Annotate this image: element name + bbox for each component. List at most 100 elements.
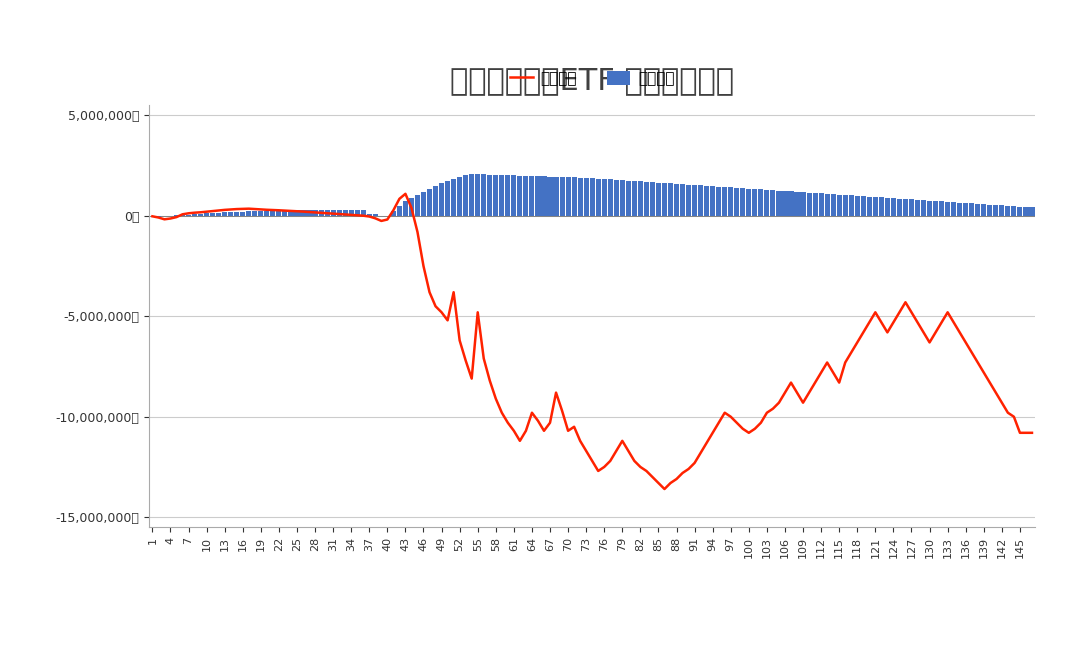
Bar [614,180,619,216]
Bar [234,212,239,216]
Bar [240,212,245,216]
Bar [625,181,631,216]
Bar [488,175,492,216]
Bar [228,212,234,216]
Bar [734,188,739,216]
Bar [692,185,697,216]
Bar [265,211,270,216]
Bar [927,200,933,216]
Bar [795,192,799,216]
評価損益 [146,212,159,220]
Bar [541,177,546,216]
評価損益 [399,190,412,198]
Bar [662,183,667,216]
Bar [711,186,715,216]
Bar [1005,206,1010,216]
Bar [752,189,758,216]
Bar [572,177,576,216]
Bar [481,174,487,216]
Bar [807,192,812,216]
Bar [180,215,185,216]
Bar [469,174,474,216]
Bar [993,205,999,216]
Bar [987,205,992,216]
Bar [861,196,865,216]
Bar [354,210,360,216]
Bar [313,210,318,216]
Bar [457,177,462,216]
Bar [740,188,746,216]
Bar [554,177,559,216]
Bar [897,198,902,216]
Bar [506,175,510,216]
Bar [1023,207,1029,216]
Bar [879,198,883,216]
評価損益 [850,339,863,347]
Bar [397,206,402,216]
Bar [1000,206,1004,216]
Bar [523,176,528,216]
Bar [403,201,408,216]
Bar [830,194,835,216]
Bar [319,210,323,216]
Bar [270,211,275,216]
Bar [595,179,601,216]
Bar [301,210,305,216]
Bar [192,214,197,216]
Bar [777,190,781,216]
Bar [217,213,221,216]
Bar [246,212,252,216]
Bar [704,186,710,216]
Bar [324,210,330,216]
Bar [584,178,589,216]
Bar [770,190,776,216]
Bar [848,196,854,216]
Bar [837,194,842,216]
Bar [391,211,396,216]
Bar [764,190,769,216]
Bar [969,204,974,216]
Bar [680,184,685,216]
Bar [475,174,480,216]
Bar [620,180,625,216]
評価損益 [658,485,671,493]
Bar [921,200,926,216]
評価損益 [766,405,779,413]
Bar [933,201,938,216]
Bar [343,210,348,216]
Bar [499,175,505,216]
Bar [885,198,890,216]
Bar [283,210,287,216]
Line: 評価損益: 評価損益 [153,194,1032,489]
Bar [222,212,227,216]
Bar [415,195,420,216]
Bar [656,183,662,216]
Bar [1017,207,1022,216]
Bar [818,193,824,216]
Bar [433,186,439,216]
Bar [638,181,643,216]
Bar [517,175,523,216]
Bar [650,182,655,216]
Bar [975,204,981,216]
Bar [198,214,203,216]
Bar [800,192,806,216]
Bar [511,175,516,216]
Bar [722,187,728,216]
Bar [608,179,612,216]
Bar [957,203,962,216]
Title: トライオートETF 週別運用実績: トライオートETF 週別運用実績 [450,66,734,95]
Bar [409,198,414,216]
Bar [577,177,583,216]
Bar [964,203,968,216]
Bar [252,211,257,216]
Bar [951,202,956,216]
評価損益 [435,308,448,316]
Bar [288,210,293,216]
Bar [674,184,679,216]
Bar [909,200,914,216]
Bar [759,189,763,216]
Bar [939,202,944,216]
Bar [1012,206,1017,216]
Bar [746,188,751,216]
